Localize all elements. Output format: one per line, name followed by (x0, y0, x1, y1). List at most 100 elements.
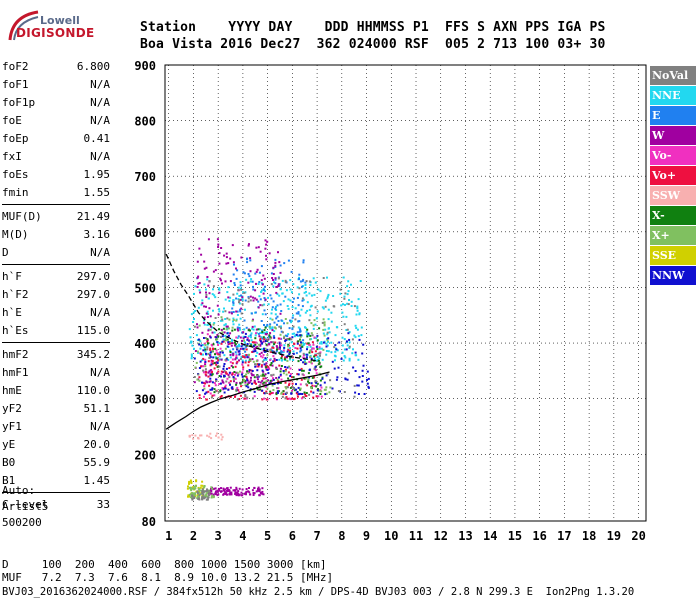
echo-point (216, 351, 219, 354)
echo-point (207, 360, 210, 363)
echo-point (293, 397, 296, 400)
echo-point (291, 306, 294, 309)
echo-point (220, 328, 223, 331)
echo-point (218, 383, 221, 385)
echo-point (209, 328, 212, 331)
echo-point (210, 486, 213, 489)
echo-point (265, 392, 268, 394)
echo-point (209, 325, 212, 328)
echo-point (202, 365, 205, 368)
echo-point (355, 327, 358, 329)
echo-point (205, 293, 208, 296)
echo-point (261, 342, 264, 345)
echo-point (201, 497, 204, 500)
echo-point (243, 375, 246, 378)
echo-point (267, 303, 270, 306)
echo-point (310, 382, 313, 385)
profile-curve (165, 371, 330, 430)
echo-point (193, 495, 195, 498)
echo-point (207, 352, 210, 355)
echo-point (276, 348, 278, 351)
echo-point (292, 359, 295, 361)
echo-point (208, 356, 211, 359)
echo-point (215, 380, 218, 382)
echo-point (212, 288, 214, 291)
echo-point (236, 371, 239, 374)
auto-program: Artist5 (2, 500, 49, 513)
echo-point (358, 376, 361, 379)
echo-point (205, 490, 208, 493)
echo-point (318, 327, 321, 330)
echo-point (203, 385, 206, 388)
echo-point (254, 311, 257, 314)
param-value: 1.95 (83, 168, 111, 181)
echo-point (283, 344, 286, 347)
echo-point (279, 337, 282, 340)
echo-point (229, 383, 231, 386)
echo-point (326, 344, 329, 347)
echo-point (235, 383, 238, 386)
echo-point (239, 347, 242, 350)
x-tick-label: 13 (458, 529, 472, 543)
echo-point (238, 487, 241, 490)
echo-point (204, 363, 207, 366)
echo-point (232, 320, 234, 323)
param-row: foEs 1.95 (2, 166, 110, 184)
echo-point (220, 342, 223, 345)
echo-point (241, 355, 244, 358)
echo-point (322, 277, 325, 279)
echo-point (243, 341, 246, 344)
x-tick-label: 16 (532, 529, 546, 543)
echo-point (280, 325, 282, 328)
echo-point (267, 372, 270, 375)
logo-line1: Lowell (40, 14, 80, 27)
echo-point (278, 284, 281, 287)
echo-point (211, 388, 213, 391)
echo-point (204, 348, 207, 351)
echo-point (258, 328, 261, 331)
echo-point (201, 331, 204, 334)
echo-point (242, 331, 245, 334)
echo-point (279, 382, 282, 384)
echo-point (203, 267, 206, 270)
echo-point (264, 298, 267, 301)
echo-point (348, 299, 350, 301)
echo-point (346, 302, 349, 305)
echo-point (257, 380, 260, 383)
echo-point (322, 332, 325, 335)
echo-point (215, 336, 218, 339)
echo-point (240, 494, 243, 497)
echo-point (315, 381, 318, 384)
echo-point (206, 316, 209, 318)
echo-point (230, 311, 233, 314)
echo-point (212, 285, 215, 288)
echo-point (300, 308, 303, 311)
param-row: h`F2 297.0 (2, 286, 110, 304)
echo-point (317, 288, 320, 291)
echo-point (320, 395, 323, 398)
echo-point (249, 343, 252, 345)
echo-point (269, 336, 272, 339)
echo-point (285, 289, 288, 292)
param-row: h`E N/A (2, 304, 110, 322)
echo-point (238, 323, 241, 326)
echo-point (201, 381, 203, 384)
echo-point (242, 271, 245, 274)
param-value: N/A (90, 306, 110, 319)
echo-point (214, 487, 217, 490)
echo-point (298, 320, 301, 323)
echo-point (327, 293, 330, 296)
echo-point (288, 353, 291, 356)
echo-point (203, 346, 206, 349)
echo-point (260, 279, 263, 282)
echo-point (357, 393, 360, 395)
echo-point (190, 493, 193, 496)
echo-point (256, 363, 259, 366)
echo-point (261, 337, 264, 340)
echo-point (237, 289, 240, 292)
echo-point (263, 297, 266, 299)
echo-point (246, 261, 249, 264)
echo-point (217, 493, 220, 496)
echo-point (206, 488, 208, 491)
echo-point (222, 387, 225, 390)
